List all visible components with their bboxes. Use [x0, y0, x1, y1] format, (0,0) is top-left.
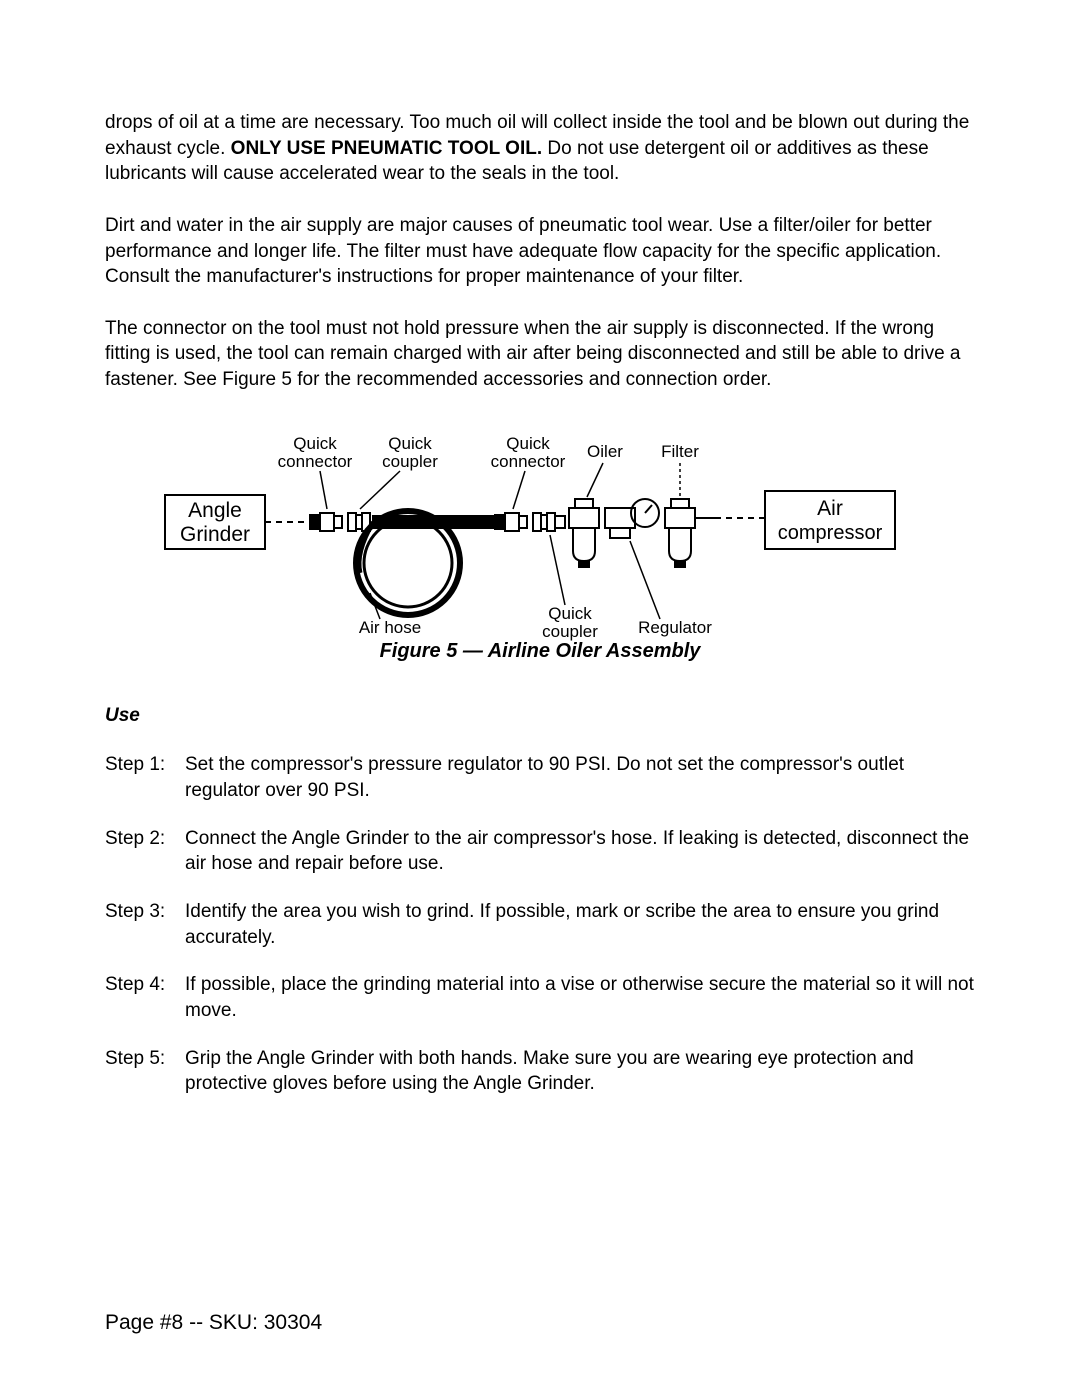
svg-text:Figure 5 — Airline Oiler Ass: Figure 5 — Airline Oiler Assembly [380, 640, 702, 662]
step-row: Step 4: If possible, place the grinding … [105, 972, 975, 1023]
page-footer: Page #8 -- SKU: 30304 [105, 1309, 322, 1337]
label-air-l2: compressor [778, 522, 883, 544]
label-qcoup-l2: coupler [382, 452, 438, 471]
label-regulator: Regulator [638, 618, 712, 637]
label-qcoup2-l1: Quick [548, 604, 592, 623]
paragraph-3: The connector on the tool must not hold … [105, 316, 975, 393]
label-angle-grinder-l1: Angle [188, 499, 242, 522]
step-label: Step 2: [105, 826, 185, 877]
step-label: Step 5: [105, 1046, 185, 1097]
label-qc2-l2: connector [491, 452, 566, 471]
step-body: If possible, place the grinding material… [185, 972, 975, 1023]
label-air-hose: Air hose [359, 618, 421, 637]
label-air-l1: Air [817, 497, 843, 520]
label-filter: Filter [661, 442, 699, 461]
label-qc1-l1: Quick [293, 434, 337, 453]
label-qcoup-l1: Quick [388, 434, 432, 453]
paragraph-1: drops of oil at a time are necessary. To… [105, 110, 975, 187]
step-row: Step 1: Set the compressor's pressure re… [105, 752, 975, 803]
step-row: Step 3: Identify the area you wish to gr… [105, 899, 975, 950]
paragraph-2: Dirt and water in the air supply are maj… [105, 213, 975, 290]
para-1-bold: ONLY USE PNEUMATIC TOOL OIL. [231, 138, 542, 159]
label-qcoup2-l2: coupler [542, 622, 598, 641]
step-body: Identify the area you wish to grind. If … [185, 899, 975, 950]
step-body: Grip the Angle Grinder with both hands. … [185, 1046, 975, 1097]
step-label: Step 4: [105, 972, 185, 1023]
label-qc1-l2: connector [278, 452, 353, 471]
step-label: Step 3: [105, 899, 185, 950]
step-body: Set the compressor's pressure regulator … [185, 752, 975, 803]
step-row: Step 2: Connect the Angle Grinder to the… [105, 826, 975, 877]
label-qc2-l1: Quick [506, 434, 550, 453]
step-row: Step 5: Grip the Angle Grinder with both… [105, 1046, 975, 1097]
section-heading-use: Use [105, 703, 975, 729]
step-body: Connect the Angle Grinder to the air com… [185, 826, 975, 877]
label-angle-grinder-l2: Grinder [180, 523, 250, 546]
figure-caption-main: Airline Oiler Assembly [487, 640, 702, 662]
label-oiler: Oiler [587, 442, 623, 461]
step-label: Step 1: [105, 752, 185, 803]
figure-5: Angle Grinder [105, 423, 975, 663]
figure-caption-prefix: Figure 5 — [380, 640, 488, 662]
